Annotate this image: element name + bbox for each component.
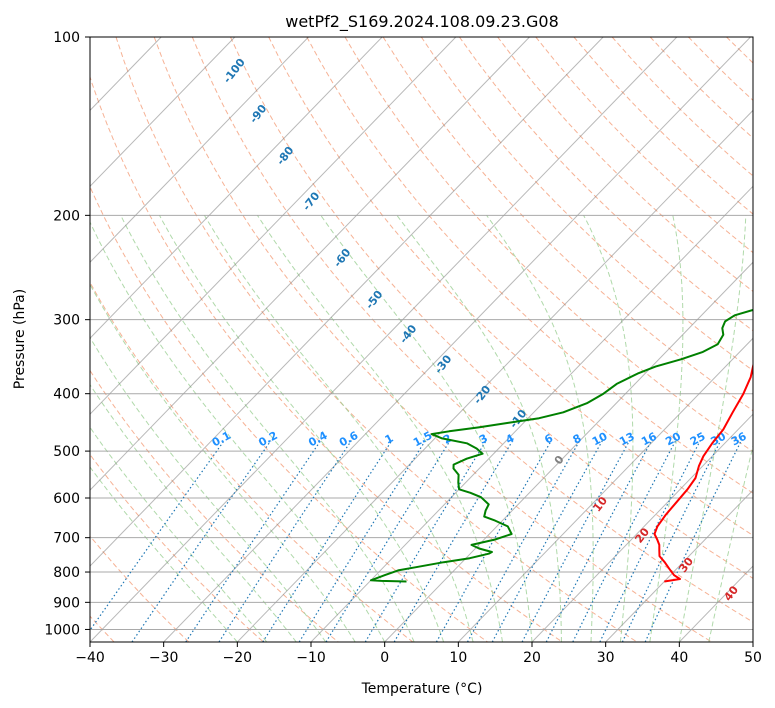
dry-adiabat-line xyxy=(420,37,753,372)
mixing-ratio-line xyxy=(393,440,514,642)
isotherm-line xyxy=(457,337,753,642)
dry-adiabat-line xyxy=(344,37,753,453)
mixing-ratio-label: 10 xyxy=(590,430,610,449)
y-tick-label: 100 xyxy=(53,30,80,46)
isotherm-line xyxy=(605,489,753,642)
mixing-ratio-line xyxy=(435,440,552,642)
mixing-ratio-label: 16 xyxy=(639,430,659,449)
isotherm-line xyxy=(90,37,678,642)
plot-frame xyxy=(89,36,754,643)
y-tick-label: 700 xyxy=(53,531,80,547)
dewpoint-profile-line xyxy=(369,308,753,583)
isotherm-line xyxy=(90,37,604,567)
dry-adiabat-line xyxy=(90,535,190,642)
moist-adiabat-line xyxy=(320,215,533,642)
mixing-ratio-line xyxy=(491,440,603,642)
dry-adiabat-line xyxy=(115,37,638,642)
x-axis-title: Temperature (°C) xyxy=(361,681,483,697)
mixing-ratio-line xyxy=(131,440,272,642)
mixing-ratio-line xyxy=(185,440,322,642)
isotherm-line xyxy=(236,109,753,642)
mixing-ratio-line xyxy=(298,440,426,642)
x-tick-label: 0 xyxy=(380,650,389,666)
y-axis-title: Pressure (hPa) xyxy=(12,289,28,389)
moist-adiabat-line xyxy=(708,443,753,642)
isotherm-line xyxy=(90,37,383,339)
dry-adiabat-line xyxy=(191,37,753,623)
isotherm-line xyxy=(90,37,530,491)
moist-adiabat-line xyxy=(649,215,684,642)
y-tick-label: 400 xyxy=(53,387,80,403)
isotherm-line xyxy=(90,37,236,188)
temperature-profile-line xyxy=(653,361,753,583)
mixing-ratio-label: 20 xyxy=(663,430,683,449)
moist-adiabat-line xyxy=(90,220,386,642)
moist-adiabat-line xyxy=(583,215,634,642)
isotherm-line xyxy=(90,37,309,263)
x-tick-label: −20 xyxy=(223,650,253,666)
mixing-ratio-line xyxy=(325,440,451,642)
x-tick-label: −30 xyxy=(149,650,179,666)
mixing-ratio-label: 13 xyxy=(617,430,637,449)
mixing-ratio-label: 25 xyxy=(688,430,708,449)
x-tick-label: 20 xyxy=(523,650,541,666)
mixing-ratio-line xyxy=(364,440,487,642)
isotherm-line xyxy=(163,37,751,642)
dry-adiabat-line xyxy=(90,453,264,642)
moist-adiabat-line xyxy=(90,466,238,642)
mixing-ratio-line xyxy=(262,440,393,642)
moist-adiabat-line xyxy=(486,215,594,642)
y-tick-label: 300 xyxy=(53,313,80,329)
isotherm-line xyxy=(531,413,753,642)
isotherm-line xyxy=(310,185,753,642)
dry-adiabat-line xyxy=(90,369,339,642)
isotherm-line xyxy=(384,261,753,642)
dry-adiabat-line xyxy=(230,37,753,579)
y-tick-label: 900 xyxy=(53,595,80,611)
x-tick-label: 10 xyxy=(449,650,467,666)
x-tick-label: −40 xyxy=(75,650,105,666)
axes: −40 −30 −20 −10 0 10 20 30 40 50 100 200 300 400 500 60… xyxy=(44,30,762,666)
background-lines xyxy=(90,37,753,642)
moist-adiabat-line xyxy=(256,215,503,642)
y-tick-label: 800 xyxy=(53,565,80,581)
mixing-ratio-label: 36 xyxy=(729,430,749,449)
y-tick-label: 600 xyxy=(53,491,80,507)
y-tick-label: 500 xyxy=(53,444,80,460)
moist-adiabat-line xyxy=(90,426,268,642)
isotherm-line xyxy=(90,37,457,415)
dry-adiabat-line xyxy=(306,37,753,494)
moist-adiabat-line xyxy=(90,336,327,642)
mixing-ratio-label: 30 xyxy=(708,430,728,449)
chart-title: wetPf2_S169.2024.108.09.23.G08 xyxy=(285,12,559,32)
moist-adiabat-line xyxy=(120,215,415,642)
dry-adiabat-line xyxy=(458,37,753,332)
x-tick-label: 40 xyxy=(670,650,688,666)
dry-adiabat-line xyxy=(382,37,753,412)
moist-adiabat-line xyxy=(203,215,474,642)
profile-series xyxy=(369,308,753,583)
mixing-ratio-line xyxy=(599,440,701,642)
y-tick-label: 200 xyxy=(53,208,80,224)
mixing-ratio-line xyxy=(621,440,722,642)
x-tick-label: −10 xyxy=(296,650,326,666)
moist-adiabat-line xyxy=(90,283,356,642)
y-tick-label: 1000 xyxy=(44,622,80,638)
x-tick-label: 30 xyxy=(597,650,615,666)
x-tick-label: 50 xyxy=(744,650,762,666)
dry-adiabat-line xyxy=(90,185,488,642)
moist-adiabat-line xyxy=(396,215,562,642)
mixing-ratio-line xyxy=(218,440,352,642)
dry-adiabat-line xyxy=(497,37,753,293)
mixing-ratio-line xyxy=(466,440,581,642)
